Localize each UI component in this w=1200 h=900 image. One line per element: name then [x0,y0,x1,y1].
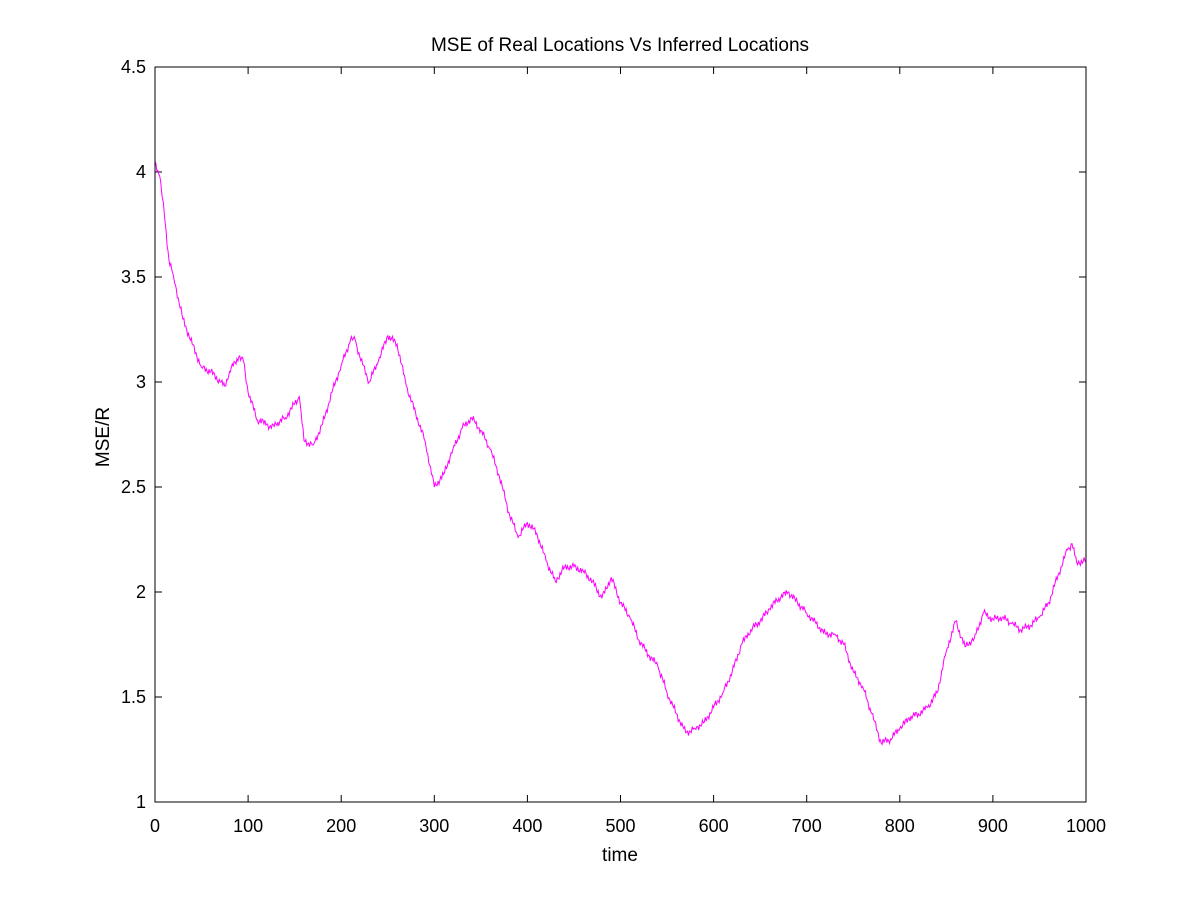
y-tick-label: 4.5 [121,57,146,77]
axis-tick-labels: 0 100 200 300 400 500 600 700 800 900 1000 1 1.5 2 2.5… [121,57,1106,836]
x-tick-label: 800 [885,816,915,836]
y-tick-label: 1 [136,792,146,812]
x-tick-label: 300 [419,816,449,836]
y-tick-label: 1.5 [121,687,146,707]
x-tick-label: 600 [699,816,729,836]
x-tick-label: 500 [605,816,635,836]
x-tick-label: 700 [792,816,822,836]
y-axis-label: MSE/R [93,407,114,467]
y-tick-label: 4 [136,162,146,182]
x-tick-label: 400 [512,816,542,836]
axis-ticks [154,66,1087,803]
y-tick-label: 2 [136,582,146,602]
y-tick-label: 3 [136,372,146,392]
series-line [154,161,1087,746]
x-tick-label: 0 [150,816,160,836]
x-tick-label: 900 [978,816,1008,836]
x-tick-label: 200 [326,816,356,836]
plot-frame [154,66,1087,803]
chart-title: MSE of Real Locations Vs Inferred Locati… [431,35,809,56]
x-axis-label: time [602,845,638,866]
y-tick-label: 3.5 [121,267,146,287]
y-tick-label: 2.5 [121,477,146,497]
x-tick-label: 100 [233,816,263,836]
x-tick-label: 1000 [1066,816,1106,836]
